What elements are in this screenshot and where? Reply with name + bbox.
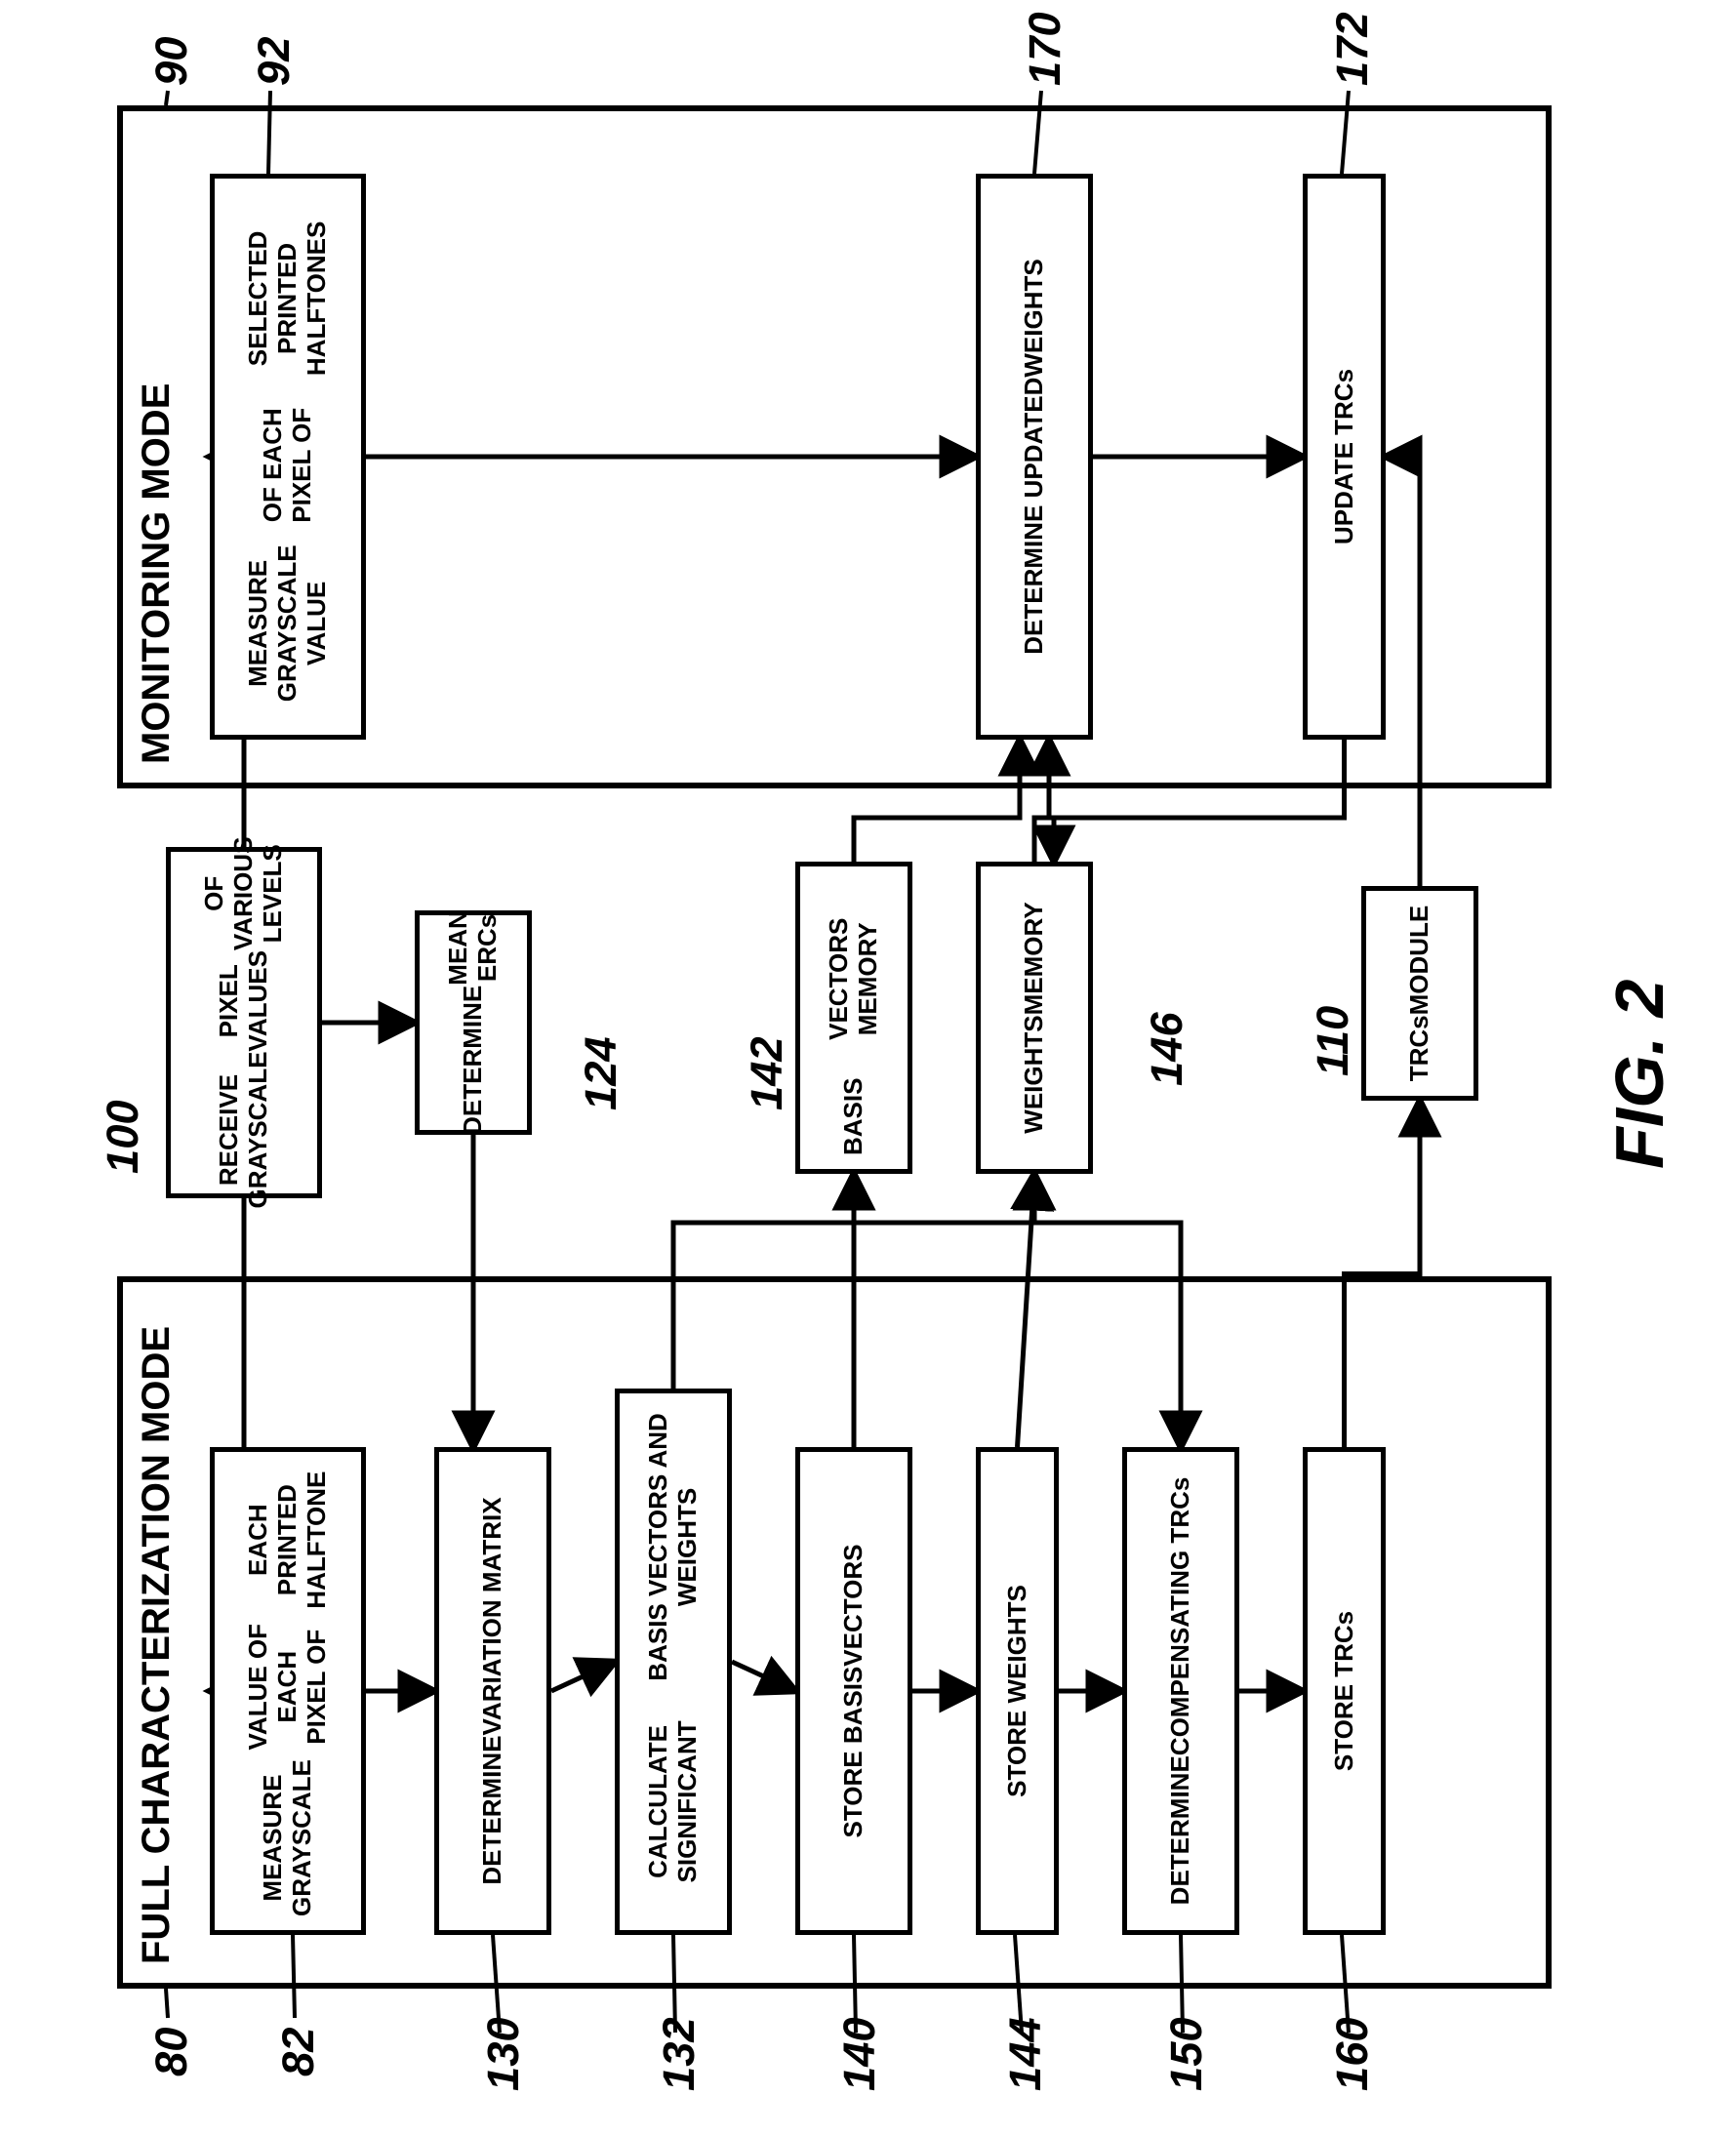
- ref-150: 150: [1161, 2017, 1212, 2091]
- ref-146: 146: [1142, 1012, 1192, 1086]
- node-text: DETERMINE: [459, 986, 488, 1135]
- figure-label: FIG. 2: [1600, 980, 1678, 1169]
- node-text: PIXEL VALUES: [215, 950, 273, 1052]
- node-text: VECTORS MEMORY: [825, 880, 883, 1078]
- mode-left-label: FULL CHARACTERIZATION MODE: [135, 1326, 179, 1964]
- ref-92: 92: [249, 37, 300, 86]
- node-text: OF VARIOUS LEVELS: [200, 837, 288, 951]
- node-text: CALCULATE SIGNIFICANT: [644, 1687, 703, 1916]
- node-text: BASIS: [839, 1078, 868, 1155]
- node-text: COMPENSATING TRCs: [1166, 1477, 1195, 1756]
- node-text: EACH PRINTED HALFTONE: [244, 1466, 332, 1614]
- node-text: OF EACH PIXEL OF: [259, 405, 317, 526]
- ref-160: 160: [1327, 2017, 1378, 2091]
- node-text: MEASURE GRAYSCALE: [259, 1759, 317, 1916]
- ref-142: 142: [742, 1036, 792, 1110]
- ref-130: 130: [478, 2017, 529, 2091]
- ref-140: 140: [834, 2017, 885, 2091]
- node-n144: STORE WEIGHTS: [976, 1447, 1059, 1935]
- node-text: RECEIVE GRAYSCALE: [215, 1052, 273, 1209]
- ref-100: 100: [98, 1100, 148, 1174]
- node-text: TRCs: [1405, 1015, 1434, 1081]
- node-text: DETERMINE UPDATED: [1020, 378, 1049, 655]
- ref-132: 132: [654, 2017, 705, 2091]
- node-n140: STORE BASISVECTORS: [795, 1447, 912, 1935]
- node-text: SELECTED PRINTED HALFTONES: [244, 192, 332, 405]
- node-n160: STORE TRCs: [1303, 1447, 1386, 1935]
- ref-144: 144: [1000, 2017, 1051, 2091]
- node-text: VECTORS: [839, 1545, 868, 1667]
- ref-170: 170: [1020, 12, 1070, 86]
- ref-172: 172: [1327, 12, 1378, 86]
- node-n110: TRCsMODULE: [1361, 886, 1478, 1101]
- node-n92: MEASURE GRAYSCALE VALUEOF EACH PIXEL OFS…: [210, 174, 366, 740]
- node-text: MODULE: [1405, 906, 1434, 1016]
- node-n130: DETERMINEVARIATION MATRIX: [434, 1447, 551, 1935]
- ref-110: 110: [1308, 1006, 1358, 1076]
- node-n124: DETERMINEMEAN ERCs: [415, 910, 532, 1135]
- node-text: MEMORY: [1020, 902, 1049, 1015]
- node-text: MEAN ERCs: [444, 910, 503, 986]
- node-text: STORE BASIS: [839, 1667, 868, 1838]
- node-text: VARIATION MATRIX: [478, 1497, 507, 1735]
- node-text: STORE TRCs: [1330, 1611, 1359, 1771]
- mode-right-label: MONITORING MODE: [135, 383, 179, 764]
- ref-80: 80: [146, 2028, 197, 2076]
- node-text: BASIS VECTORS AND WEIGHTS: [644, 1407, 703, 1687]
- node-n132: CALCULATE SIGNIFICANTBASIS VECTORS AND W…: [615, 1389, 732, 1935]
- node-text: UPDATE TRCs: [1330, 369, 1359, 544]
- node-text: DETERMINE: [1166, 1755, 1195, 1905]
- node-n142: BASISVECTORS MEMORY: [795, 862, 912, 1174]
- node-n150: DETERMINECOMPENSATING TRCs: [1122, 1447, 1239, 1935]
- node-n82: MEASURE GRAYSCALEVALUE OF EACH PIXEL OFE…: [210, 1447, 366, 1935]
- ref-90: 90: [146, 37, 197, 86]
- node-text: DETERMINE: [478, 1735, 507, 1884]
- node-text: STORE WEIGHTS: [1003, 1585, 1032, 1797]
- node-n170: DETERMINE UPDATEDWEIGHTS: [976, 174, 1093, 740]
- ref-124: 124: [576, 1036, 626, 1110]
- node-text: VALUE OF EACH PIXEL OF: [244, 1614, 332, 1759]
- node-text: MEASURE GRAYSCALE VALUE: [244, 526, 332, 721]
- node-n146: WEIGHTSMEMORY: [976, 862, 1093, 1174]
- node-text: WEIGHTS: [1020, 1015, 1049, 1133]
- node-n172: UPDATE TRCs: [1303, 174, 1386, 740]
- node-text: WEIGHTS: [1020, 259, 1049, 377]
- node-n100: RECEIVE GRAYSCALEPIXEL VALUESOF VARIOUS …: [166, 847, 322, 1198]
- ref-82: 82: [273, 2028, 324, 2076]
